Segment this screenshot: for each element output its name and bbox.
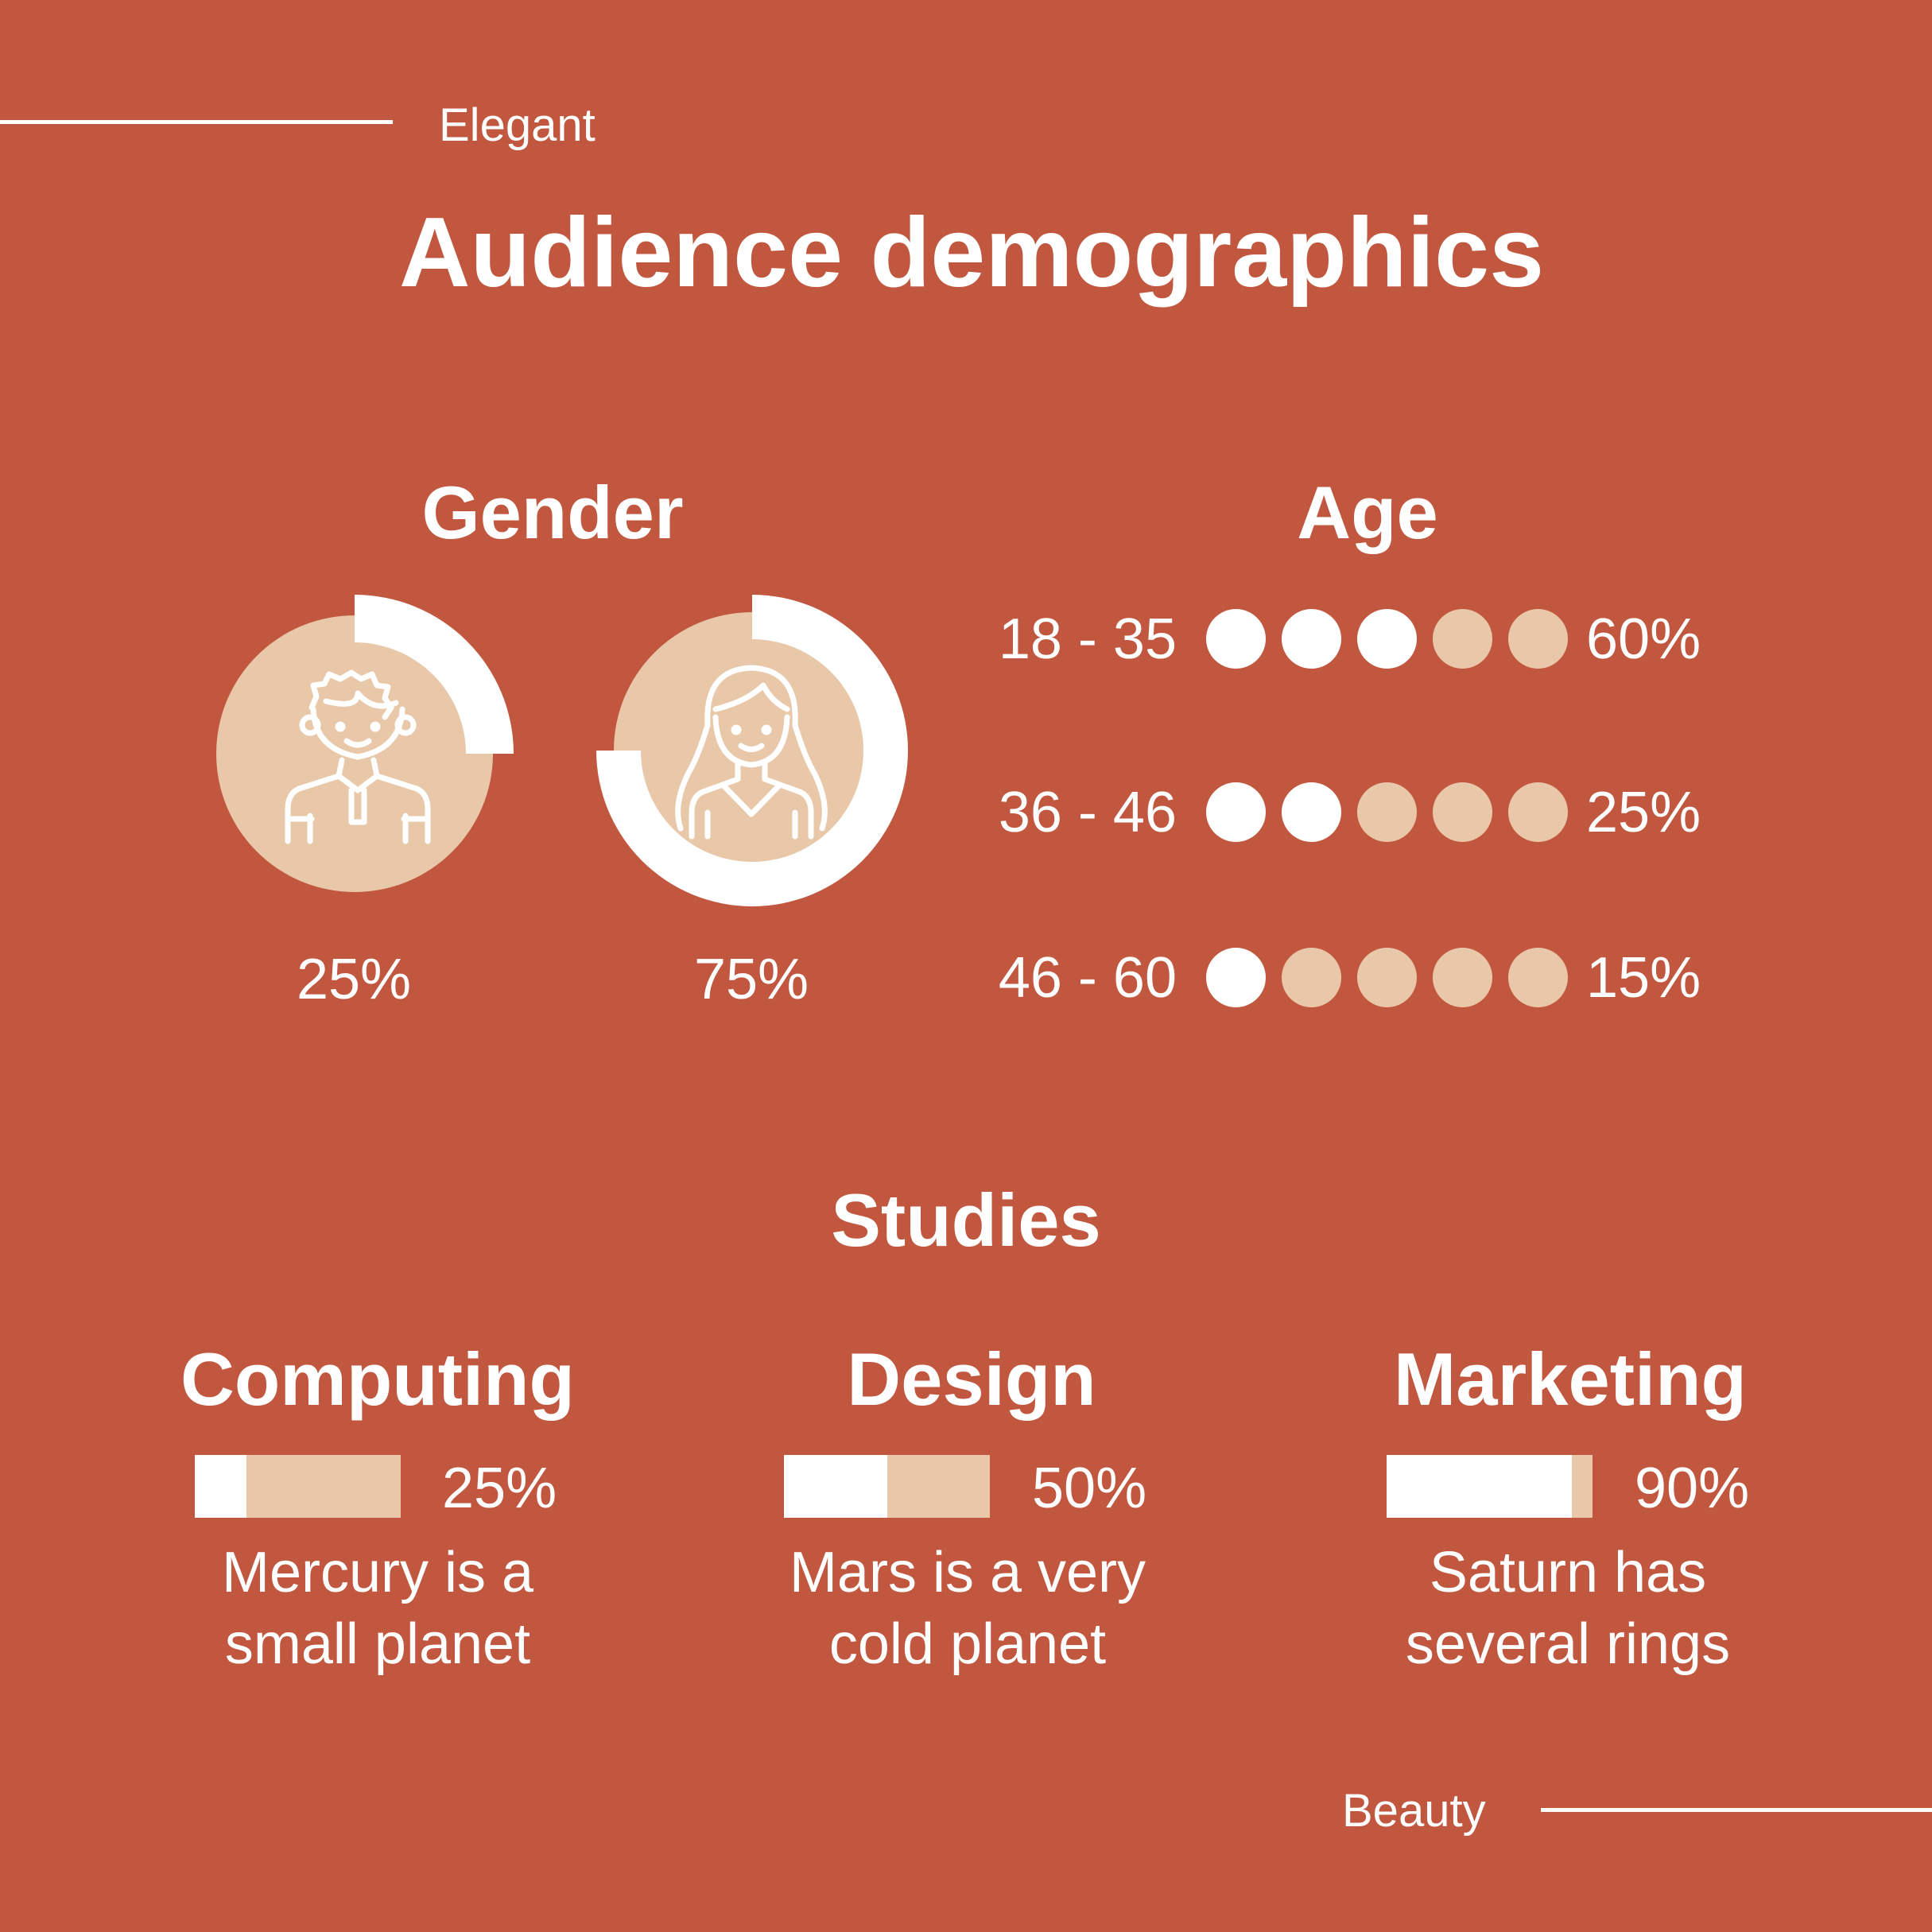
header-rule bbox=[0, 120, 393, 124]
age-dot-filled bbox=[1282, 609, 1341, 669]
study-description-line: several rings bbox=[1405, 1612, 1731, 1676]
page-title: Audience demographics bbox=[398, 198, 1545, 308]
study-name-design: Design bbox=[847, 1337, 1096, 1421]
age-dot-empty bbox=[1433, 948, 1492, 1007]
study-bar-fill bbox=[784, 1455, 887, 1518]
age-dot-empty bbox=[1508, 609, 1568, 669]
gender-heading: Gender bbox=[421, 471, 684, 554]
age-dot-filled bbox=[1206, 609, 1266, 669]
study-description-computing: Mercury is a small planet bbox=[99, 1537, 656, 1680]
footer-tag: Beauty bbox=[1342, 1785, 1486, 1837]
study-description-line: Mercury is a bbox=[221, 1541, 534, 1604]
header-tag: Elegant bbox=[439, 99, 596, 151]
study-percent-marketing: 90% bbox=[1635, 1457, 1750, 1520]
study-name-marketing: Marketing bbox=[1394, 1337, 1747, 1421]
age-range-label: 18 - 35 bbox=[998, 607, 1177, 671]
study-bar-fill bbox=[1387, 1455, 1573, 1518]
gender-percent-man: 25% bbox=[296, 948, 412, 1011]
study-percent-design: 50% bbox=[1032, 1457, 1147, 1520]
age-dot-filled bbox=[1357, 609, 1417, 669]
study-description-line: Saturn has bbox=[1429, 1541, 1707, 1604]
age-percent: 25% bbox=[1586, 781, 1701, 844]
study-bar-design bbox=[784, 1455, 990, 1518]
study-percent-computing: 25% bbox=[442, 1457, 557, 1520]
study-description-line: cold planet bbox=[828, 1612, 1107, 1676]
age-percent: 60% bbox=[1586, 607, 1701, 671]
age-dot-filled bbox=[1206, 782, 1266, 842]
age-dot-empty bbox=[1433, 609, 1492, 669]
age-heading: Age bbox=[1297, 471, 1438, 554]
study-bar-fill bbox=[195, 1455, 246, 1518]
man-icon bbox=[285, 669, 431, 844]
study-bar-computing bbox=[195, 1455, 401, 1518]
study-bar-marketing bbox=[1387, 1455, 1593, 1518]
gender-ring-man bbox=[355, 595, 514, 754]
age-percent: 15% bbox=[1586, 946, 1701, 1010]
age-dot-empty bbox=[1357, 782, 1417, 842]
study-description-line: Mars is a very bbox=[789, 1541, 1146, 1604]
age-dot-filled bbox=[1206, 948, 1266, 1007]
age-dot-empty bbox=[1508, 948, 1568, 1007]
age-dot-empty bbox=[1433, 782, 1492, 842]
woman-icon bbox=[675, 665, 828, 840]
age-range-label: 36 - 46 bbox=[998, 781, 1177, 844]
study-description-line: small planet bbox=[224, 1612, 531, 1676]
studies-heading: Studies bbox=[831, 1178, 1101, 1262]
age-dot-empty bbox=[1282, 948, 1341, 1007]
age-dot-empty bbox=[1357, 948, 1417, 1007]
study-description-marketing: Saturn has several rings bbox=[1290, 1537, 1846, 1680]
gender-percent-woman: 75% bbox=[693, 948, 809, 1011]
footer-rule bbox=[1541, 1808, 1932, 1812]
study-description-design: Mars is a very cold planet bbox=[689, 1537, 1246, 1680]
age-dot-empty bbox=[1508, 782, 1568, 842]
study-name-computing: Computing bbox=[180, 1337, 575, 1421]
age-dot-filled bbox=[1282, 782, 1341, 842]
age-range-label: 46 - 60 bbox=[998, 946, 1177, 1010]
